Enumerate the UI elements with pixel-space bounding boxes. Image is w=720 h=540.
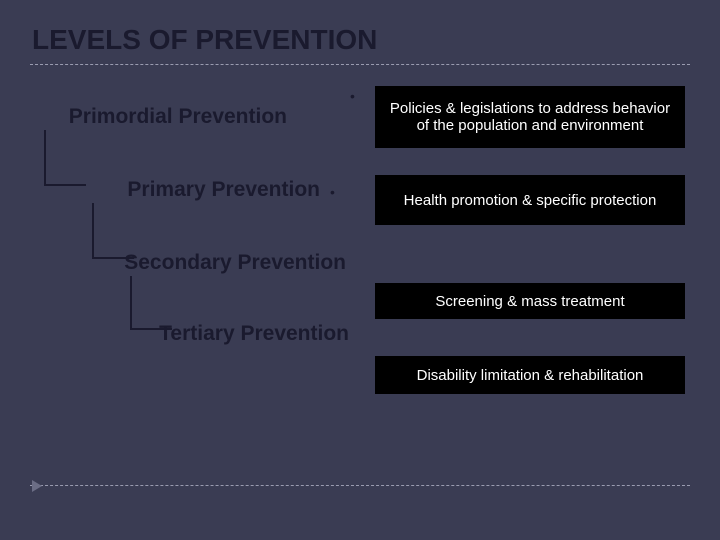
level-label-tertiary: Tertiary Prevention [134,322,349,346]
bullet-icon: • [330,184,335,200]
level-desc-primary: Health promotion & specific protection [375,175,685,225]
page-title: LEVELS OF PREVENTION [32,24,377,56]
bullet-icon: • [350,88,355,104]
level-desc-secondary: Screening & mass treatment [375,283,685,319]
bracket-primordial [44,130,86,186]
level-desc-primordial: Policies & legislations to address behav… [375,86,685,148]
level-desc-tertiary: Disability limitation & rehabilitation [375,356,685,394]
arrow-icon [32,480,42,492]
level-label-primary: Primary Prevention [90,178,320,202]
level-label-secondary: Secondary Prevention [96,251,346,275]
divider-top [30,64,690,65]
level-label-primordial: Primordial Prevention [42,105,287,129]
divider-bottom [30,485,690,486]
